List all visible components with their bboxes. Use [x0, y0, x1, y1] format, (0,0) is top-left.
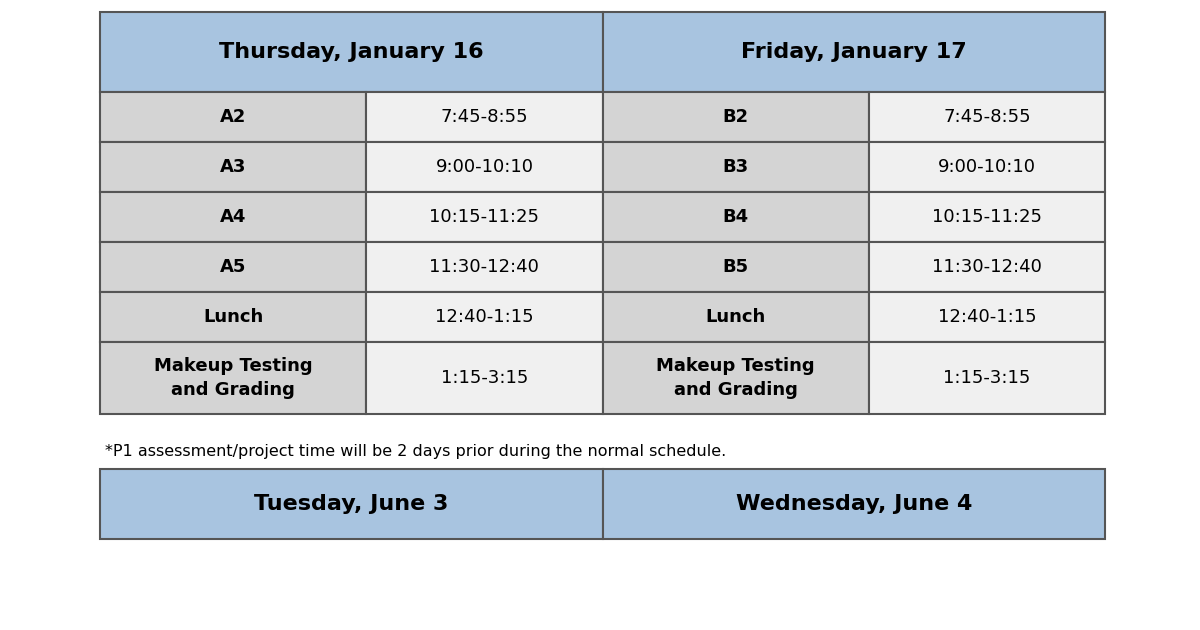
Text: 11:30-12:40: 11:30-12:40: [932, 258, 1042, 276]
Bar: [366, 242, 602, 292]
Text: B4: B4: [722, 208, 749, 226]
Text: 7:45-8:55: 7:45-8:55: [440, 108, 528, 126]
Bar: [100, 242, 366, 292]
Text: 1:15-3:15: 1:15-3:15: [440, 369, 528, 387]
Bar: [869, 92, 1105, 142]
Bar: [366, 342, 602, 414]
Bar: [100, 292, 366, 342]
Text: B3: B3: [722, 158, 749, 176]
Bar: [602, 242, 869, 292]
Text: A2: A2: [220, 108, 246, 126]
Text: Friday, January 17: Friday, January 17: [740, 42, 967, 62]
Bar: [602, 192, 869, 242]
Bar: [100, 192, 366, 242]
Text: Wednesday, June 4: Wednesday, June 4: [736, 494, 972, 514]
Bar: [869, 242, 1105, 292]
Text: A4: A4: [220, 208, 246, 226]
Bar: [869, 192, 1105, 242]
Text: Makeup Testing
and Grading: Makeup Testing and Grading: [154, 357, 312, 399]
Text: 1:15-3:15: 1:15-3:15: [943, 369, 1031, 387]
Bar: [100, 12, 602, 92]
Bar: [602, 12, 1105, 92]
Text: 10:15-11:25: 10:15-11:25: [932, 208, 1042, 226]
Text: 9:00-10:10: 9:00-10:10: [436, 158, 534, 176]
Bar: [366, 142, 602, 192]
Text: 7:45-8:55: 7:45-8:55: [943, 108, 1031, 126]
Bar: [869, 342, 1105, 414]
Text: B2: B2: [722, 108, 749, 126]
Text: 12:40-1:15: 12:40-1:15: [436, 308, 534, 326]
Bar: [602, 342, 869, 414]
Text: *P1 assessment/project time will be 2 days prior during the normal schedule.: *P1 assessment/project time will be 2 da…: [106, 444, 726, 459]
Text: Lunch: Lunch: [706, 308, 766, 326]
Bar: [100, 142, 366, 192]
Text: Lunch: Lunch: [203, 308, 263, 326]
Text: 11:30-12:40: 11:30-12:40: [430, 258, 539, 276]
Text: A5: A5: [220, 258, 246, 276]
Text: A3: A3: [220, 158, 246, 176]
Bar: [869, 142, 1105, 192]
Text: B5: B5: [722, 258, 749, 276]
Bar: [869, 292, 1105, 342]
Text: 9:00-10:10: 9:00-10:10: [938, 158, 1036, 176]
Bar: [602, 92, 869, 142]
Bar: [366, 292, 602, 342]
Text: 12:40-1:15: 12:40-1:15: [937, 308, 1037, 326]
Bar: [366, 192, 602, 242]
Bar: [100, 342, 366, 414]
Text: Makeup Testing
and Grading: Makeup Testing and Grading: [656, 357, 815, 399]
Bar: [366, 92, 602, 142]
Text: Thursday, January 16: Thursday, January 16: [218, 42, 484, 62]
Bar: [602, 292, 869, 342]
Text: Tuesday, June 3: Tuesday, June 3: [254, 494, 449, 514]
Bar: [100, 469, 602, 539]
Bar: [602, 142, 869, 192]
Text: 10:15-11:25: 10:15-11:25: [430, 208, 540, 226]
Bar: [100, 92, 366, 142]
Bar: [602, 469, 1105, 539]
